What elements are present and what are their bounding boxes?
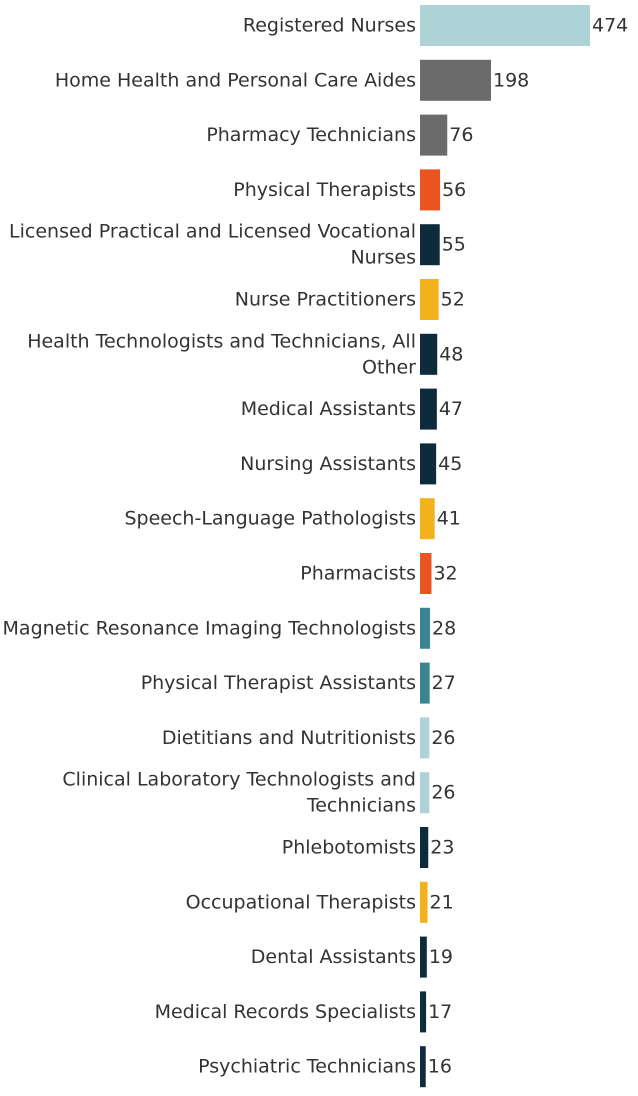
- category-label-line: Nurses: [350, 247, 416, 269]
- value-label-9: 41: [437, 508, 461, 530]
- category-label-3: Physical Therapists: [233, 179, 416, 201]
- category-label-6: Health Technologists and Technicians, Al…: [27, 330, 416, 378]
- value-label-16: 21: [430, 891, 454, 913]
- category-label-line: Registered Nurses: [243, 15, 416, 37]
- bar-12: [420, 662, 430, 704]
- bar-18: [420, 991, 427, 1033]
- category-label-5: Nurse Practitioners: [235, 289, 416, 311]
- bar-5: [420, 279, 439, 320]
- category-label-line: Pharmacists: [300, 563, 416, 585]
- category-label-18: Medical Records Specialists: [155, 1001, 416, 1023]
- category-label-line: Dental Assistants: [251, 946, 416, 968]
- bar-10: [420, 553, 432, 594]
- bar-3: [420, 169, 441, 211]
- category-label-8: Nursing Assistants: [240, 453, 416, 475]
- category-label-0: Registered Nurses: [243, 15, 416, 37]
- category-label-2: Pharmacy Technicians: [206, 124, 416, 146]
- category-label-line: Psychiatric Technicians: [198, 1056, 416, 1078]
- bar-8: [420, 443, 437, 485]
- value-label-0: 474: [592, 15, 628, 37]
- bar-11: [420, 607, 431, 649]
- bar-2: [420, 114, 448, 156]
- category-label-line: Medical Assistants: [241, 398, 416, 420]
- category-label-11: Magnetic Resonance Imaging Technologists: [3, 617, 416, 639]
- bar-14: [420, 772, 430, 814]
- value-label-3: 56: [442, 179, 466, 201]
- bar-9: [420, 498, 435, 540]
- value-label-1: 198: [493, 69, 529, 91]
- value-label-15: 23: [430, 837, 454, 859]
- category-label-14: Clinical Laboratory Technologists and Tec…: [62, 769, 416, 817]
- value-label-4: 55: [442, 234, 466, 256]
- value-label-13: 26: [431, 727, 455, 749]
- category-label-line: Nursing Assistants: [240, 453, 416, 475]
- category-label-16: Occupational Therapists: [186, 891, 416, 913]
- category-label-line: Other: [362, 356, 416, 378]
- bar-17: [420, 936, 427, 978]
- category-label-1: Home Health and Personal Care Aides: [55, 69, 416, 91]
- bar-1: [420, 59, 492, 101]
- category-label-9: Speech-Language Pathologists: [124, 508, 416, 530]
- category-label-7: Medical Assistants: [241, 398, 416, 420]
- category-label-13: Dietitians and Nutritionists: [162, 727, 416, 749]
- bar-15: [420, 827, 429, 868]
- category-labels-group: Registered Nurses Home Health and Persona…: [3, 15, 417, 1078]
- value-label-14: 26: [431, 782, 455, 804]
- value-label-19: 16: [428, 1056, 452, 1078]
- bars-group: [420, 5, 590, 1088]
- category-label-line: Health Technologists and Technicians, Al…: [27, 330, 416, 352]
- category-label-17: Dental Assistants: [251, 946, 416, 968]
- category-label-line: Pharmacy Technicians: [206, 124, 416, 146]
- category-label-line: Phlebotomists: [282, 837, 416, 859]
- category-label-line: Clinical Laboratory Technologists and: [62, 769, 416, 791]
- value-label-5: 52: [441, 289, 465, 311]
- bar-4: [420, 224, 440, 266]
- category-label-line: Physical Therapist Assistants: [141, 672, 416, 694]
- value-label-10: 32: [433, 563, 457, 585]
- category-label-line: Medical Records Specialists: [155, 1001, 416, 1023]
- category-label-10: Pharmacists: [300, 563, 416, 585]
- value-label-7: 47: [439, 398, 463, 420]
- bar-16: [420, 881, 428, 923]
- value-label-2: 76: [449, 124, 473, 146]
- value-label-12: 27: [432, 672, 456, 694]
- value-label-11: 28: [432, 617, 456, 639]
- category-label-line: Home Health and Personal Care Aides: [55, 69, 416, 91]
- category-label-line: Licensed Practical and Licensed Vocation…: [9, 221, 416, 243]
- value-label-17: 19: [429, 946, 453, 968]
- category-label-line: Physical Therapists: [233, 179, 416, 201]
- bar-19: [420, 1046, 426, 1088]
- category-label-19: Psychiatric Technicians: [198, 1056, 416, 1078]
- category-label-line: Occupational Therapists: [186, 891, 416, 913]
- bar-6: [420, 333, 438, 375]
- category-label-15: Phlebotomists: [282, 837, 416, 859]
- bar-7: [420, 388, 437, 430]
- category-label-line: Magnetic Resonance Imaging Technologists: [3, 617, 416, 639]
- category-label-12: Physical Therapist Assistants: [141, 672, 416, 694]
- value-label-8: 45: [438, 453, 462, 475]
- category-label-line: Dietitians and Nutritionists: [162, 727, 416, 749]
- category-label-line: Speech-Language Pathologists: [124, 508, 416, 530]
- value-label-18: 17: [428, 1001, 452, 1023]
- bar-13: [420, 717, 430, 759]
- category-label-line: Technicians: [306, 795, 416, 817]
- category-label-4: Licensed Practical and Licensed Vocation…: [9, 221, 416, 269]
- category-label-line: Nurse Practitioners: [235, 289, 416, 311]
- bar-0: [420, 5, 590, 46]
- value-label-6: 48: [439, 343, 463, 365]
- value-labels-group: 474 198 76 56 55 52 48 47 45 41 32 28 27 26 26 23 21 19 17…: [428, 15, 629, 1078]
